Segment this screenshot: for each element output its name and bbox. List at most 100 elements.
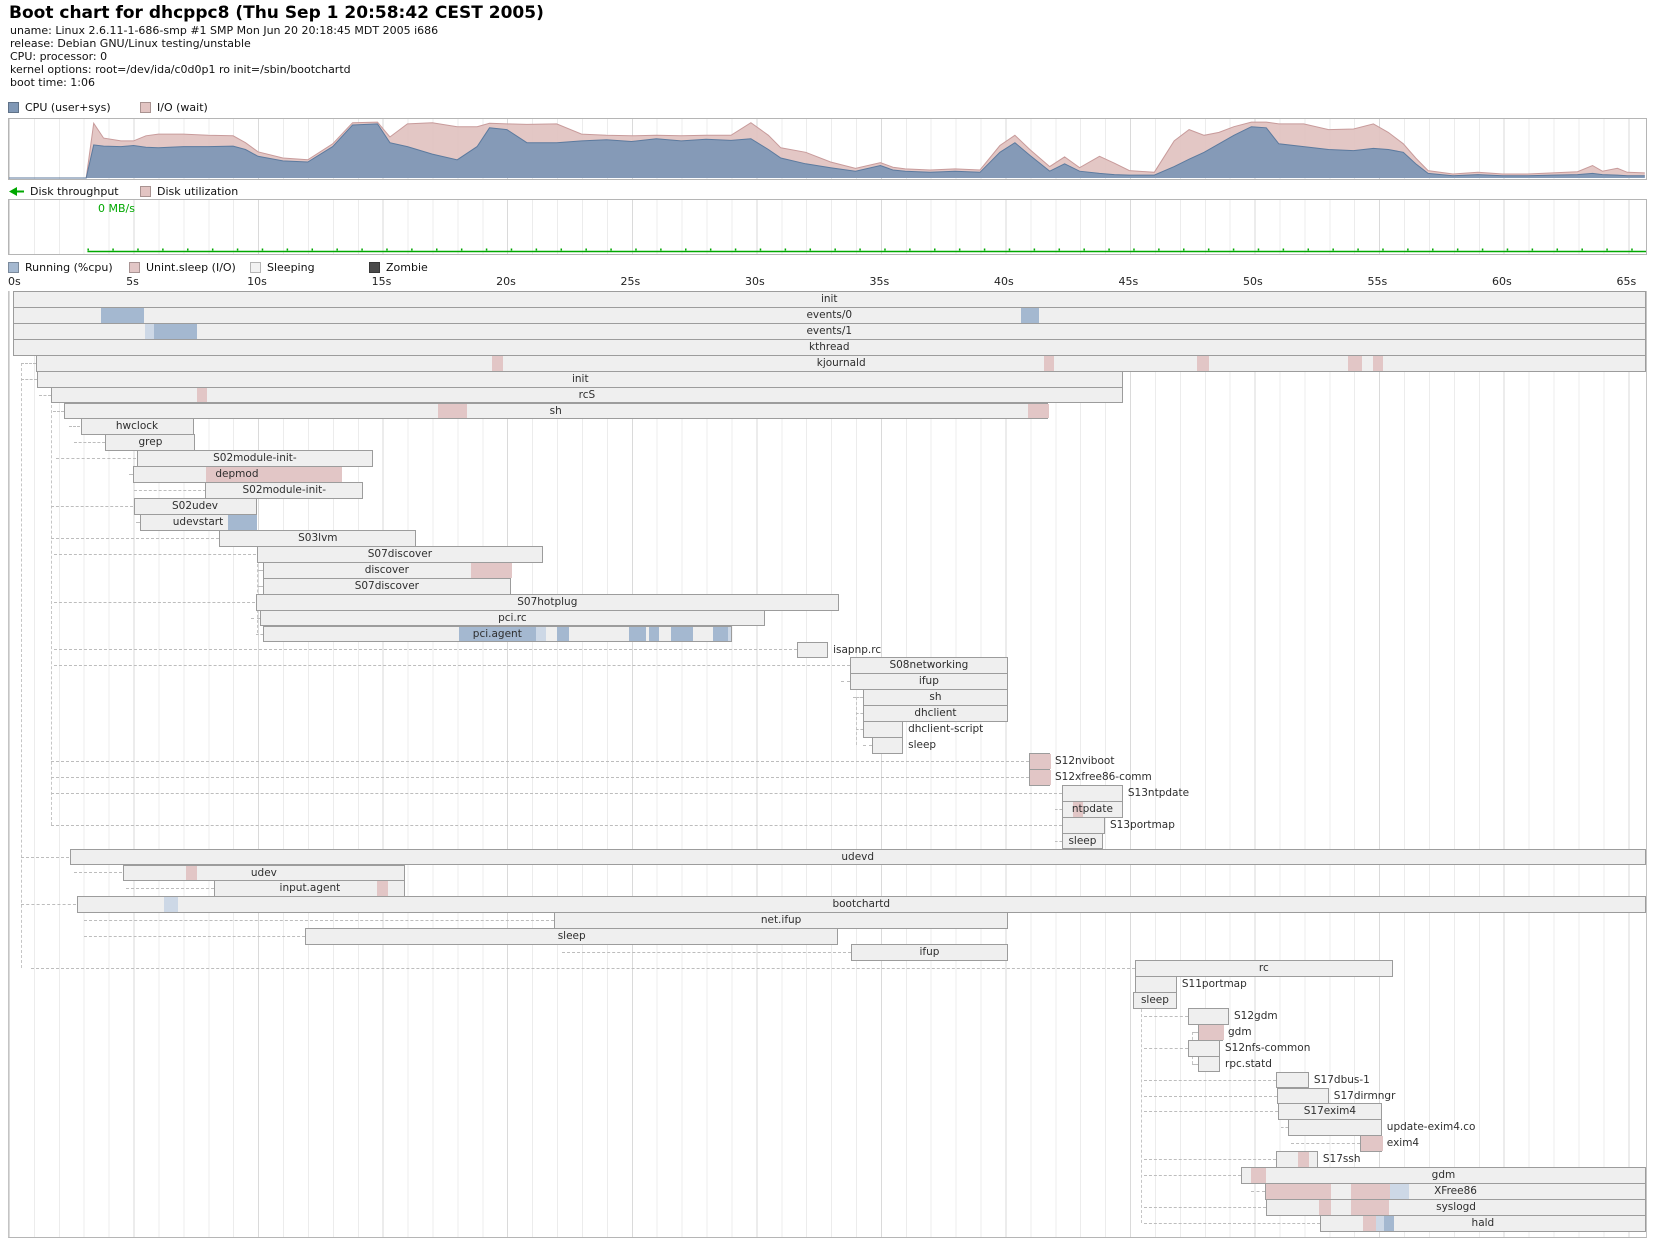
- page-title: Boot chart for dhcppc8 (Thu Sep 1 20:58:…: [9, 3, 544, 23]
- process-segment-runlight: [1389, 1184, 1409, 1199]
- axis-tick-label: 40s: [994, 275, 1014, 288]
- process-segment-run: [154, 323, 198, 339]
- process-segment-io: [492, 355, 504, 371]
- disk-utilization-swatch-icon: [140, 186, 151, 197]
- process-segment-io: [471, 562, 513, 578]
- process-label-S13ntpdate: S13ntpdate: [1127, 786, 1190, 799]
- process-row-S02udev: [133, 498, 257, 515]
- tree-connector: [83, 920, 555, 922]
- process-segment-run: [713, 626, 728, 642]
- process-row-hwclock: [80, 418, 194, 436]
- disk-throughput-line-chart: [87, 248, 1646, 253]
- axis-tick-label: 55s: [1367, 275, 1388, 288]
- release-line: release: Debian GNU/Linux testing/unstab…: [10, 37, 251, 50]
- process-row-kjournald: [36, 354, 1646, 372]
- process-legend: Running (%cpu) Unint.sleep (I/O) Sleepin…: [8, 261, 1647, 274]
- disk-throughput-legend-label: Disk throughput: [30, 185, 119, 198]
- process-row-S07hotplug: [255, 593, 840, 611]
- running-swatch-icon: [8, 262, 19, 273]
- process-row-S17exim4: [1278, 1103, 1382, 1121]
- process-row-sleep: [872, 737, 904, 754]
- process-segment-io: [1363, 1215, 1376, 1231]
- cpu-outline: [9, 123, 1645, 179]
- process-segment-run: [1383, 1215, 1394, 1231]
- process-row-dhclient-script: [863, 721, 904, 738]
- tree-connector: [21, 904, 77, 906]
- process-label-S12nfs-common: S12nfs-common: [1225, 1041, 1311, 1054]
- tree-connector: [258, 585, 263, 587]
- process-row-S02module-init-: [205, 482, 364, 500]
- process-label-S17ssh: S17ssh: [1322, 1153, 1361, 1166]
- process-row-isapnp.rc: [797, 641, 829, 659]
- process-row-S03lvm: [219, 529, 417, 547]
- tree-connector-vertical: [256, 553, 258, 634]
- tree-connector: [52, 410, 64, 412]
- process-label-update-exim4.co: update-exim4.co: [1386, 1121, 1476, 1134]
- tree-connector: [53, 665, 850, 667]
- tree-connector-vertical: [21, 362, 23, 968]
- io-legend-label: I/O (wait): [157, 101, 208, 114]
- process-row-S13ntpdate: [1061, 784, 1123, 802]
- cpu-line: CPU: processor: 0: [10, 50, 108, 63]
- process-row-udev: [122, 864, 406, 882]
- process-row-ifup: [850, 673, 1008, 691]
- tree-connector: [68, 426, 81, 428]
- process-row-init: [37, 370, 1124, 388]
- process-row-gdm: [1197, 1023, 1224, 1041]
- tree-connector: [1144, 1111, 1278, 1113]
- tree-connector: [126, 888, 215, 890]
- tree-connector: [1144, 1207, 1266, 1208]
- tree-connector: [38, 394, 51, 396]
- tree-connector: [128, 474, 133, 476]
- axis-tick-label: 45s: [1118, 275, 1139, 288]
- tree-connector: [853, 697, 863, 699]
- tree-connector: [73, 872, 123, 874]
- tree-connector: [56, 458, 137, 460]
- tree-connector: [51, 537, 220, 539]
- tree-connector: [51, 506, 134, 508]
- process-label-gdm: gdm: [1228, 1025, 1252, 1038]
- disk-utilization-legend-label: Disk utilization: [157, 185, 239, 198]
- process-row-rcS: [50, 386, 1124, 404]
- process-row-exim4: [1359, 1135, 1383, 1153]
- uname-line: uname: Linux 2.6.11-1-686-smp #1 SMP Mon…: [10, 24, 439, 37]
- process-gantt-chart: init events/0 events/1 kthread kjournald init…: [8, 291, 1647, 1238]
- tree-connector: [136, 522, 140, 523]
- process-row-depmod: [132, 466, 343, 484]
- tree-connector: [53, 553, 257, 555]
- tree-connector: [855, 729, 863, 731]
- process-label-S12nviboot: S12nviboot: [1055, 755, 1115, 767]
- tree-connector: [1144, 1222, 1320, 1224]
- kernel-options-line: kernel options: root=/dev/ida/c0d0p1 ro …: [10, 63, 351, 76]
- process-label-rpc.statd: rpc.statd: [1225, 1057, 1272, 1070]
- process-label-S12gdm: S12gdm: [1234, 1009, 1278, 1022]
- process-segment-io: [1198, 1024, 1224, 1040]
- tree-connector: [1144, 1015, 1188, 1017]
- unint-sleep-legend-label: Unint.sleep (I/O): [146, 261, 236, 274]
- tree-connector: [51, 776, 1029, 778]
- boot-time-line: boot time: 1:06: [10, 76, 96, 89]
- process-row-udevd: [69, 848, 1646, 866]
- tree-connector: [1144, 1047, 1188, 1049]
- process-segment-io: [1030, 769, 1051, 785]
- process-row-input.agent: [214, 880, 406, 898]
- process-segment-io: [377, 881, 389, 897]
- process-row-S02module-init-: [136, 450, 374, 468]
- axis-tick-label: 25s: [620, 275, 641, 288]
- cpu-legend-swatch-icon: [8, 102, 19, 113]
- tree-connector: [83, 936, 306, 938]
- process-segment-io: [1266, 1184, 1331, 1199]
- process-row-sleep: [1061, 832, 1103, 850]
- tree-connector: [51, 760, 1029, 762]
- process-row-S07discover: [256, 545, 544, 563]
- tree-connector-vertical: [51, 394, 53, 825]
- process-segment-io: [1072, 801, 1083, 817]
- tree-connector: [1054, 808, 1062, 810]
- process-row-init: [12, 291, 1646, 308]
- process-row-gdm: [1240, 1167, 1646, 1184]
- tree-connector: [51, 792, 1062, 794]
- process-row-ntpdate: [1061, 800, 1123, 818]
- tree-connector: [21, 378, 38, 380]
- tree-connector: [73, 442, 106, 444]
